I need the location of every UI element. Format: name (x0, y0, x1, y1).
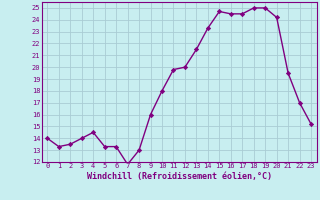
X-axis label: Windchill (Refroidissement éolien,°C): Windchill (Refroidissement éolien,°C) (87, 172, 272, 181)
